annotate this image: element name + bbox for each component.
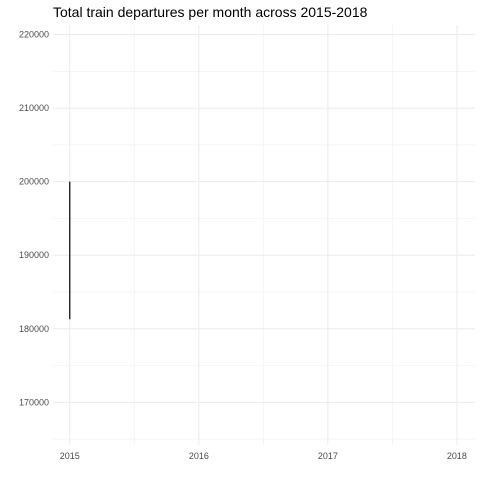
x-tick-label: 2016 <box>189 451 209 461</box>
y-tick-label: 210000 <box>19 103 49 113</box>
y-axis: 170000 180000 190000 200000 210000 220000 <box>19 30 49 408</box>
x-axis: 2015 2016 2017 2018 <box>60 451 467 461</box>
x-tick-label: 2015 <box>60 451 80 461</box>
grid <box>53 25 475 445</box>
y-tick-label: 220000 <box>19 30 49 40</box>
y-tick-label: 180000 <box>19 324 49 334</box>
x-tick-label: 2018 <box>447 451 467 461</box>
y-tick-label: 190000 <box>19 250 49 260</box>
y-tick-label: 170000 <box>19 397 49 407</box>
y-tick-label: 200000 <box>19 177 49 187</box>
chart-title: Total train departures per month across … <box>53 4 368 20</box>
x-tick-label: 2017 <box>318 451 338 461</box>
